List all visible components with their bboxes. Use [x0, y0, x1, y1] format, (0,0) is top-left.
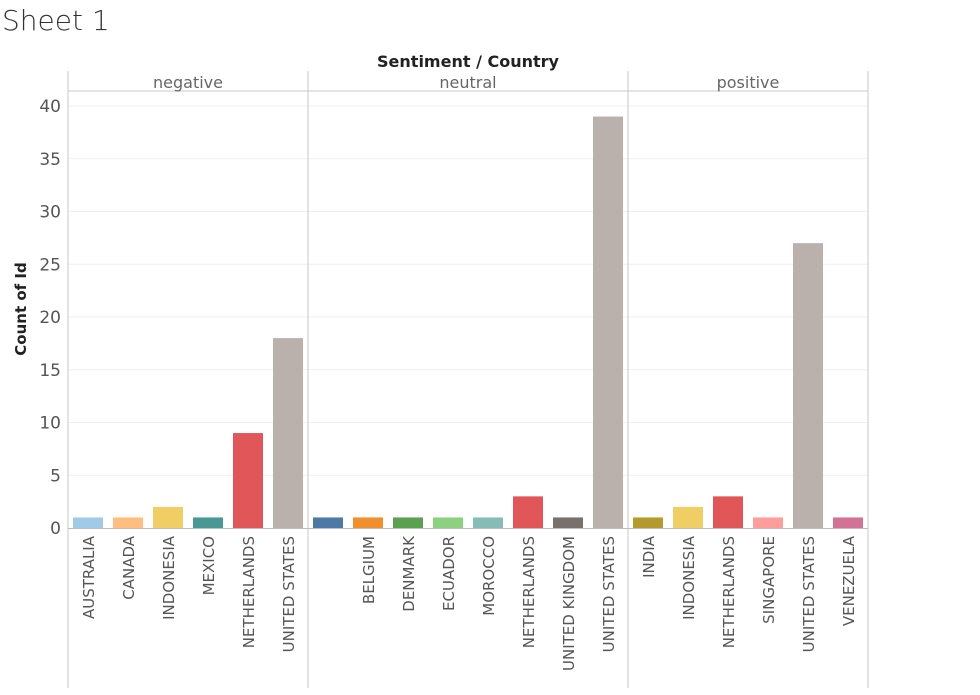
y-tick-label: 10 — [39, 414, 61, 434]
bar-positive-united-states — [793, 243, 823, 528]
x-tick-label: MEXICO — [200, 536, 218, 595]
panel-header-negative: negative — [153, 73, 223, 92]
x-tick-label: CANADA — [120, 535, 138, 600]
bar-negative-mexico — [193, 517, 223, 528]
y-tick-label: 20 — [39, 308, 61, 328]
y-tick-label: 15 — [39, 361, 61, 381]
bar-negative-australia — [73, 517, 103, 528]
bar-negative-united-states — [273, 338, 303, 528]
bar-neutral-denmark — [393, 517, 423, 528]
bar-neutral-morocco — [473, 517, 503, 528]
panel-header-positive: positive — [717, 73, 780, 92]
y-tick-label: 35 — [39, 150, 61, 170]
x-tick-label: INDONESIA — [680, 535, 698, 620]
x-tick-label: NETHERLANDS — [720, 536, 738, 648]
bar-positive-india — [633, 517, 663, 528]
x-tick-label: AUSTRALIA — [80, 535, 98, 619]
x-tick-label: NETHERLANDS — [520, 536, 538, 648]
x-tick-label: UNITED STATES — [280, 536, 298, 652]
x-tick-label: UNITED STATES — [600, 536, 618, 652]
x-tick-label: UNITED STATES — [800, 536, 818, 652]
sheet-title: Sheet 1 — [2, 4, 110, 37]
x-tick-label: ECUADOR — [440, 536, 458, 611]
x-tick-label: UNITED KINGDOM — [560, 536, 578, 671]
y-tick-label: 30 — [39, 203, 61, 223]
bar-negative-canada — [113, 517, 143, 528]
bar-negative-indonesia — [153, 506, 183, 528]
panel-header-neutral: neutral — [439, 73, 496, 92]
bar-positive-indonesia — [673, 506, 703, 528]
x-tick-label: MOROCCO — [480, 536, 498, 616]
bar-neutral-ecuador — [433, 517, 463, 528]
x-tick-label: DENMARK — [400, 535, 418, 612]
x-tick-label: INDIA — [640, 535, 658, 578]
x-tick-label: BELGIUM — [360, 536, 378, 604]
y-axis-label: Count of Id — [12, 262, 30, 355]
bar-positive-singapore — [753, 517, 783, 528]
bar-neutral-netherlands — [513, 496, 543, 528]
bar-positive-venezuela — [833, 517, 863, 528]
bar-neutral-united-states — [593, 116, 623, 529]
bar-neutral-unlabeled — [313, 517, 343, 528]
y-tick-label: 40 — [39, 97, 61, 117]
x-tick-label: VENEZUELA — [840, 535, 858, 626]
y-tick-label: 25 — [39, 255, 61, 275]
x-tick-label: NETHERLANDS — [240, 536, 258, 648]
bar-neutral-united-kingdom — [553, 517, 583, 528]
chart-title: Sentiment / Country — [377, 52, 560, 71]
y-tick-label: 5 — [50, 466, 61, 486]
x-tick-label: INDONESIA — [160, 535, 178, 620]
y-tick-label: 0 — [50, 519, 61, 539]
bar-neutral-belgium — [353, 517, 383, 528]
bar-positive-netherlands — [713, 496, 743, 528]
bar-negative-netherlands — [233, 433, 263, 528]
x-tick-label: SINGAPORE — [760, 536, 778, 624]
